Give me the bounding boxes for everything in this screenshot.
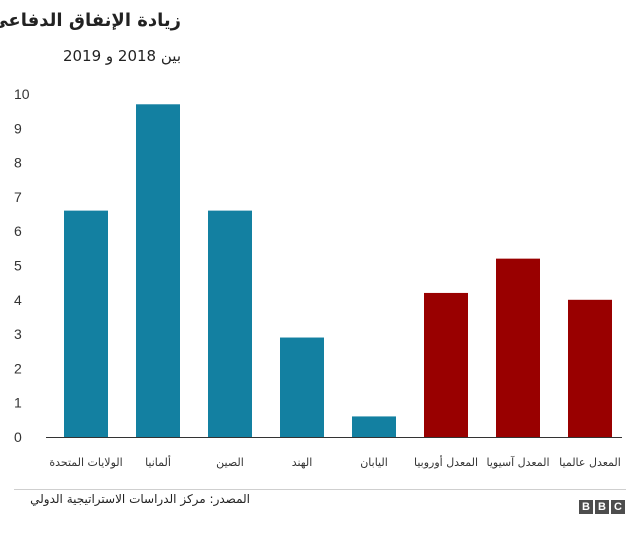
bar <box>424 292 468 437</box>
category-label: اليابان <box>360 456 388 469</box>
category-label: المعدل آسيويا <box>486 455 549 469</box>
y-tick-label: 3 <box>14 326 22 342</box>
logo-letter: B <box>595 500 609 514</box>
bar <box>352 416 396 437</box>
bar-chart: 0 1 2 3 4 5 6 7 8 9 10 الولايات المتحدة ألمانيا الصين… <box>14 86 622 469</box>
chart-title: زيادة الإنفاق الدفاعي <box>0 10 181 31</box>
category-label: المعدل عالميا <box>559 456 621 469</box>
y-tick-label: 8 <box>14 155 22 171</box>
y-tick-label: 1 <box>14 395 22 411</box>
bar <box>280 337 324 437</box>
category-label: ألمانيا <box>145 455 171 469</box>
y-tick-label: 7 <box>14 189 22 205</box>
y-tick-label: 0 <box>14 429 22 445</box>
y-tick-label: 5 <box>14 258 22 274</box>
footer-divider <box>14 489 626 490</box>
source-note: المصدر: مركز الدراسات الاستراتيجية الدول… <box>30 492 250 506</box>
category-label: الولايات المتحدة <box>49 456 122 469</box>
bar <box>496 258 540 437</box>
bar <box>136 104 180 437</box>
y-tick-label: 6 <box>14 223 22 239</box>
category-label: الصين <box>216 456 244 469</box>
bbc-logo: B B C <box>579 500 625 514</box>
bar <box>568 299 612 437</box>
y-tick-label: 4 <box>14 292 22 308</box>
y-tick-label: 2 <box>14 360 22 376</box>
category-label: المعدل أوروبيا <box>414 455 478 469</box>
chart-subtitle: بين 2018 و 2019 <box>62 47 181 65</box>
y-tick-label: 9 <box>14 120 22 136</box>
y-tick-label: 10 <box>14 86 30 102</box>
logo-letter: C <box>611 500 625 514</box>
bar <box>64 210 108 437</box>
logo-letter: B <box>579 500 593 514</box>
bar <box>208 210 252 437</box>
category-label: الهند <box>292 456 313 469</box>
